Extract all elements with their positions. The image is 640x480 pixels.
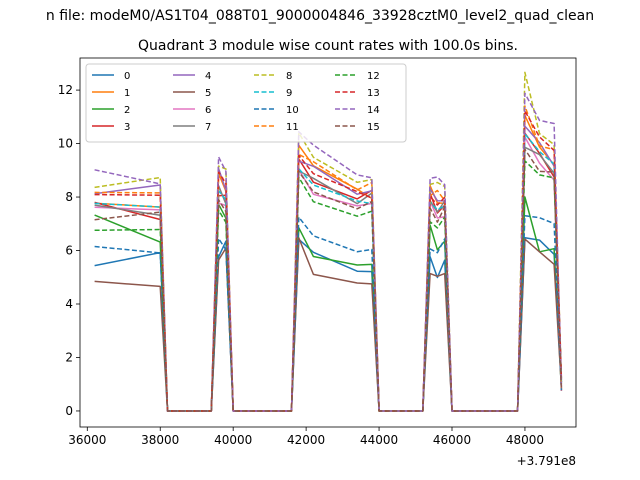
x-tick-label: 40000 (214, 433, 252, 447)
legend-label-0: 0 (124, 71, 130, 82)
series-line-15 (94, 148, 563, 412)
y-tick-label: 0 (65, 404, 73, 418)
legend-label-15: 15 (367, 122, 380, 133)
y-tick-label: 6 (65, 244, 73, 258)
axes-frame (79, 57, 577, 428)
legend-label-8: 8 (286, 71, 292, 82)
legend-label-14: 14 (367, 105, 380, 116)
legend-label-7: 7 (205, 122, 211, 133)
legend-label-3: 3 (124, 122, 130, 133)
legend-label-11: 11 (286, 122, 299, 133)
legend-label-10: 10 (286, 105, 299, 116)
chart-title: Quadrant 3 module wise count rates with … (138, 38, 518, 54)
legend-label-5: 5 (205, 88, 211, 99)
y-tick-label: 4 (65, 297, 73, 311)
series-group (94, 71, 563, 412)
legend-label-4: 4 (205, 71, 211, 82)
legend-frame (85, 63, 407, 143)
y-tick-label: 12 (58, 83, 73, 97)
figure-suptitle: n file: modeM0/AS1T04_088T01_9000004846_… (46, 8, 594, 24)
x-tick-label: 46000 (433, 433, 471, 447)
y-tick-label: 2 (65, 350, 73, 364)
x-tick-label: 38000 (141, 433, 179, 447)
plot-area: 36000 38000 40000 42000 44000 46000 48000 0 2 4 6 8… (58, 57, 577, 447)
legend-label-6: 6 (205, 105, 211, 116)
x-tick-label: 44000 (360, 433, 398, 447)
x-tick-label: 42000 (287, 433, 325, 447)
legend-label-9: 9 (286, 88, 292, 99)
legend-label-12: 12 (367, 71, 380, 82)
y-tick-label: 8 (65, 190, 73, 204)
legend-label-2: 2 (124, 105, 130, 116)
x-axis-offset-label: +3.791e8 (517, 454, 576, 468)
legend-label-1: 1 (124, 88, 130, 99)
y-tick-label: 10 (58, 137, 73, 151)
legend-label-13: 13 (367, 88, 380, 99)
x-tick-label: 48000 (506, 433, 544, 447)
x-tick-label: 36000 (68, 433, 106, 447)
